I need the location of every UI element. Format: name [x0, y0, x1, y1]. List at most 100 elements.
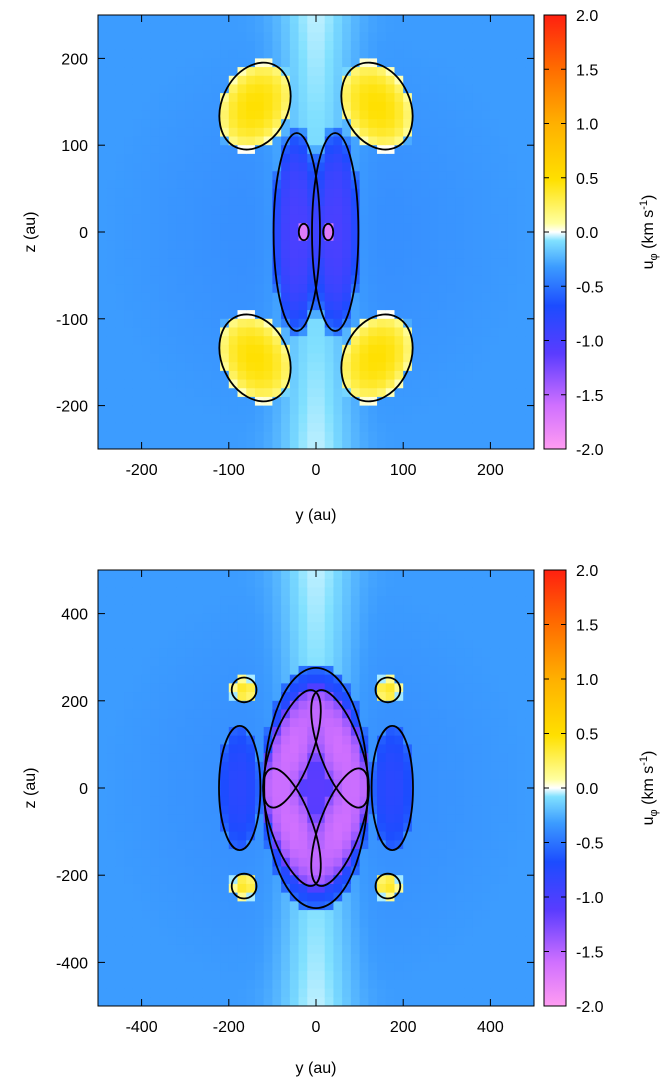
- heatmap-cell: [263, 110, 273, 120]
- heatmap-cell: [499, 15, 509, 25]
- heatmap-cell: [237, 570, 247, 580]
- heatmap-cell: [141, 700, 151, 711]
- heatmap-cell: [316, 883, 326, 894]
- heatmap-cell: [377, 344, 387, 355]
- heatmap-cell: [150, 119, 160, 129]
- heatmap-cell: [167, 344, 178, 355]
- heatmap-cell: [481, 892, 491, 902]
- heatmap-cell: [507, 32, 518, 42]
- heatmap-cell: [237, 657, 247, 667]
- heatmap-cell: [394, 422, 404, 433]
- heatmap-cell: [490, 805, 500, 815]
- heatmap-cell: [237, 136, 247, 146]
- heatmap-cell: [141, 639, 151, 650]
- heatmap-cell: [106, 761, 117, 772]
- heatmap-cell: [106, 362, 117, 372]
- heatmap-cell: [141, 32, 151, 42]
- heatmap-cell: [368, 796, 378, 807]
- heatmap-cell: [254, 405, 265, 415]
- heatmap-cell: [455, 23, 465, 33]
- heatmap-cell: [124, 997, 134, 1006]
- heatmap-cell: [237, 162, 247, 172]
- heatmap-cell: [472, 388, 483, 398]
- heatmap-cell: [507, 188, 518, 198]
- heatmap-cell: [368, 753, 378, 763]
- heatmap-cell: [289, 232, 300, 242]
- heatmap-cell: [420, 927, 430, 937]
- heatmap-cell: [202, 344, 212, 355]
- heatmap-cell: [472, 770, 483, 780]
- heatmap-cell: [438, 814, 448, 824]
- heatmap-cell: [490, 223, 500, 233]
- heatmap-cell: [150, 910, 160, 920]
- heatmap-cell: [220, 422, 230, 433]
- heatmap-cell: [237, 857, 247, 868]
- heatmap-cell: [202, 631, 212, 641]
- heatmap-cell: [272, 744, 282, 754]
- heatmap-cell: [263, 101, 273, 112]
- heatmap-cell: [324, 753, 335, 763]
- heatmap-cell: [272, 883, 282, 894]
- heatmap-cell: [202, 214, 212, 224]
- heatmap-cell: [403, 101, 413, 112]
- heatmap-cell: [446, 49, 457, 59]
- heatmap-cell: [202, 613, 212, 623]
- heatmap-cell: [377, 936, 387, 946]
- heatmap-cell: [141, 840, 151, 850]
- heatmap-cell: [411, 249, 422, 259]
- heatmap-cell: [403, 127, 413, 138]
- heatmap-cell: [159, 58, 169, 68]
- heatmap-cell: [438, 336, 448, 346]
- heatmap-cell: [98, 353, 108, 363]
- heatmap-cell: [359, 362, 369, 372]
- heatmap-cell: [403, 944, 413, 955]
- heatmap-cell: [141, 145, 151, 155]
- heatmap-cell: [359, 179, 369, 190]
- heatmap-cell: [359, 110, 369, 120]
- heatmap-cell: [455, 866, 465, 876]
- heatmap-cell: [368, 770, 378, 780]
- heatmap-cell: [472, 814, 483, 824]
- heatmap-cell: [455, 883, 465, 894]
- heatmap-cell: [254, 753, 265, 763]
- heatmap-cell: [490, 110, 500, 120]
- heatmap-cell: [507, 709, 518, 719]
- heatmap-cell: [298, 188, 308, 198]
- heatmap-cell: [516, 639, 526, 650]
- heatmap-cell: [185, 223, 195, 233]
- heatmap-cell: [167, 936, 178, 946]
- heatmap-cell: [472, 953, 483, 963]
- heatmap-cell: [159, 840, 169, 850]
- heatmap-cell: [141, 936, 151, 946]
- heatmap-cell: [124, 136, 134, 146]
- heatmap-cell: [193, 205, 204, 216]
- heatmap-cell: [490, 779, 500, 789]
- heatmap-cell: [289, 153, 300, 164]
- heatmap-cell: [211, 788, 221, 798]
- heatmap-cell: [429, 953, 439, 963]
- heatmap-cell: [150, 353, 160, 363]
- heatmap-cell: [316, 292, 326, 303]
- heatmap-cell: [132, 883, 143, 894]
- heatmap-cell: [446, 388, 457, 398]
- heatmap-cell: [263, 223, 273, 233]
- heatmap-cell: [220, 41, 230, 51]
- heatmap-cell: [499, 840, 509, 850]
- heatmap-cell: [185, 205, 195, 216]
- heatmap-cell: [385, 249, 396, 259]
- heatmap-cell: [281, 110, 291, 120]
- heatmap-cell: [254, 971, 265, 981]
- heatmap-cell: [159, 831, 169, 841]
- heatmap-cell: [429, 75, 439, 86]
- heatmap-cell: [106, 665, 117, 676]
- heatmap-cell: [124, 840, 134, 850]
- heatmap-cell: [246, 249, 256, 259]
- heatmap-cell: [254, 136, 265, 146]
- heatmap-cell: [429, 927, 439, 937]
- heatmap-cell: [220, 788, 230, 798]
- heatmap-cell: [394, 318, 404, 329]
- heatmap-cell: [359, 127, 369, 138]
- heatmap-cell: [507, 648, 518, 658]
- heatmap-cell: [106, 622, 117, 632]
- heatmap-cell: [411, 275, 422, 285]
